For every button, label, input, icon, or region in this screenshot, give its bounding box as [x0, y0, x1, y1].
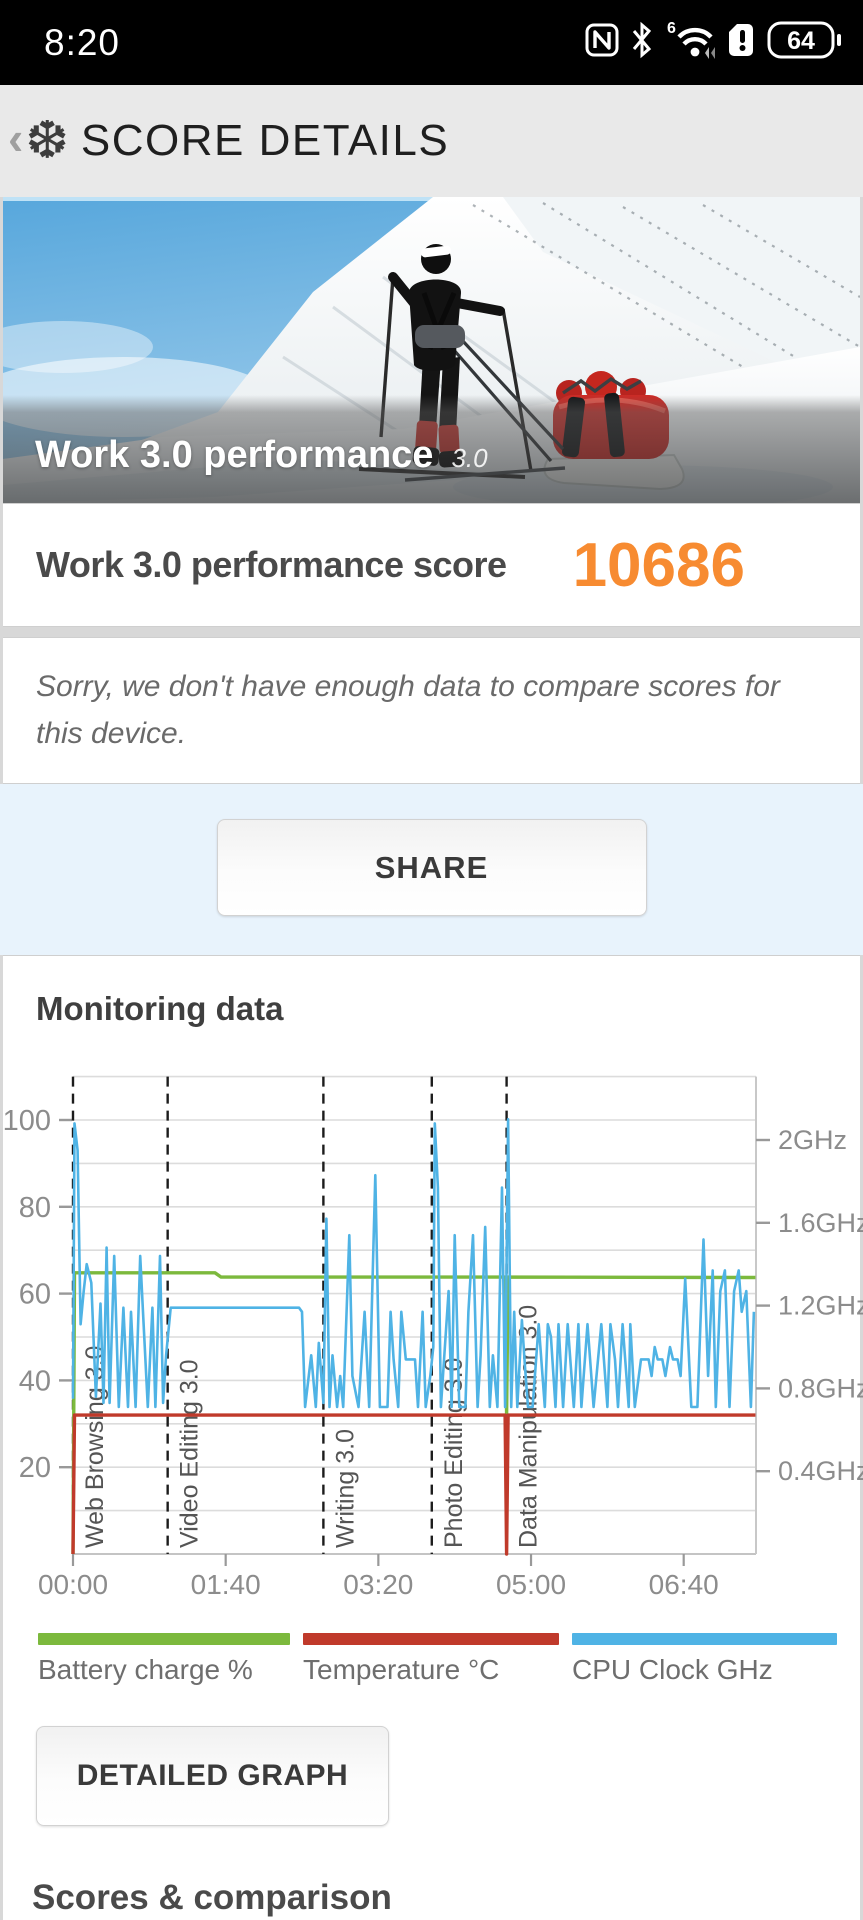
- bluetooth-icon: [630, 21, 654, 64]
- app-header: ‹ ❆ SCORE DETAILS: [0, 85, 863, 197]
- monitoring-chart: 20 40 60 80 100 0.4GHz 0.8GHz 1.2GHz 1.6GHz 2GHz 0…: [3, 1042, 863, 1607]
- legend-label-temperature: Temperature °C: [303, 1654, 500, 1685]
- svg-text:Video Editing 3.0: Video Editing 3.0: [176, 1359, 204, 1548]
- legend-swatch-cpu: [572, 1633, 837, 1645]
- svg-text:2GHz: 2GHz: [778, 1125, 847, 1155]
- status-icons: 6 64: [585, 19, 843, 66]
- svg-text:1.6GHz: 1.6GHz: [778, 1208, 863, 1238]
- legend-label-cpu: CPU Clock GHz: [572, 1654, 773, 1685]
- share-button[interactable]: SHARE: [216, 819, 647, 916]
- legend-item-cpu: CPU Clock GHz: [572, 1633, 837, 1686]
- compare-note-card: Sorry, we don't have enough data to comp…: [3, 637, 860, 784]
- svg-text:1.2GHz: 1.2GHz: [778, 1291, 863, 1321]
- svg-text:100: 100: [3, 1105, 51, 1137]
- legend-swatch-battery: [38, 1633, 290, 1645]
- svg-text:80: 80: [19, 1192, 51, 1224]
- compare-note-text: Sorry, we don't have enough data to comp…: [36, 670, 780, 750]
- svg-text:40: 40: [19, 1365, 51, 1397]
- hero-title: Work 3.0 performance: [35, 434, 434, 476]
- legend-label-battery: Battery charge %: [38, 1654, 253, 1685]
- svg-text:05:00: 05:00: [496, 1569, 566, 1600]
- hero-version-tag: 3.0: [451, 443, 488, 473]
- share-section: SHARE: [0, 784, 863, 955]
- monitoring-card: Monitoring data 20 40 60 80 100 0.4GHz 0.8GHz 1…: [3, 955, 863, 1920]
- status-bar: 8:20 6: [0, 0, 863, 85]
- battery-percent-text: 64: [787, 27, 815, 55]
- svg-text:06:40: 06:40: [649, 1569, 719, 1600]
- hero-image: Work 3.0 performance 3.0: [3, 197, 860, 503]
- nfc-icon: [585, 22, 619, 63]
- score-label: Work 3.0 performance score: [36, 544, 507, 585]
- svg-text:Writing 3.0: Writing 3.0: [331, 1429, 359, 1548]
- scores-comparison-heading: Scores & comparison: [32, 1878, 392, 1917]
- svg-text:60: 60: [19, 1279, 51, 1311]
- sim-alert-icon: [728, 21, 756, 64]
- legend-item-battery: Battery charge %: [38, 1633, 290, 1686]
- hero-gradient-overlay: [3, 395, 860, 503]
- monitoring-title: Monitoring data: [36, 990, 284, 1027]
- score-card: Work 3.0 performance score 10686: [3, 503, 860, 627]
- pcmark-snowflake-icon: ❆: [25, 112, 69, 170]
- battery-icon: 64: [767, 21, 843, 64]
- svg-text:03:20: 03:20: [343, 1569, 413, 1600]
- svg-text:00:00: 00:00: [38, 1569, 108, 1600]
- svg-text:20: 20: [19, 1452, 51, 1484]
- svg-text:0.8GHz: 0.8GHz: [778, 1373, 863, 1403]
- wifi-6-icon: 6: [665, 19, 717, 66]
- legend-item-temperature: Temperature °C: [303, 1633, 559, 1686]
- chart-legend: Battery charge % Temperature °C CPU Cloc…: [38, 1633, 860, 1686]
- page-title: SCORE DETAILS: [80, 116, 450, 165]
- clock: 8:20: [44, 21, 121, 63]
- legend-swatch-temperature: [303, 1633, 559, 1645]
- score-value: 10686: [572, 530, 745, 600]
- svg-text:6: 6: [667, 20, 676, 37]
- back-button[interactable]: ‹: [8, 112, 24, 164]
- svg-text:0.4GHz: 0.4GHz: [778, 1456, 863, 1486]
- detailed-graph-button[interactable]: DETAILED GRAPH: [36, 1726, 389, 1826]
- svg-text:01:40: 01:40: [191, 1569, 261, 1600]
- svg-text:Photo Editing 3.0: Photo Editing 3.0: [440, 1358, 468, 1548]
